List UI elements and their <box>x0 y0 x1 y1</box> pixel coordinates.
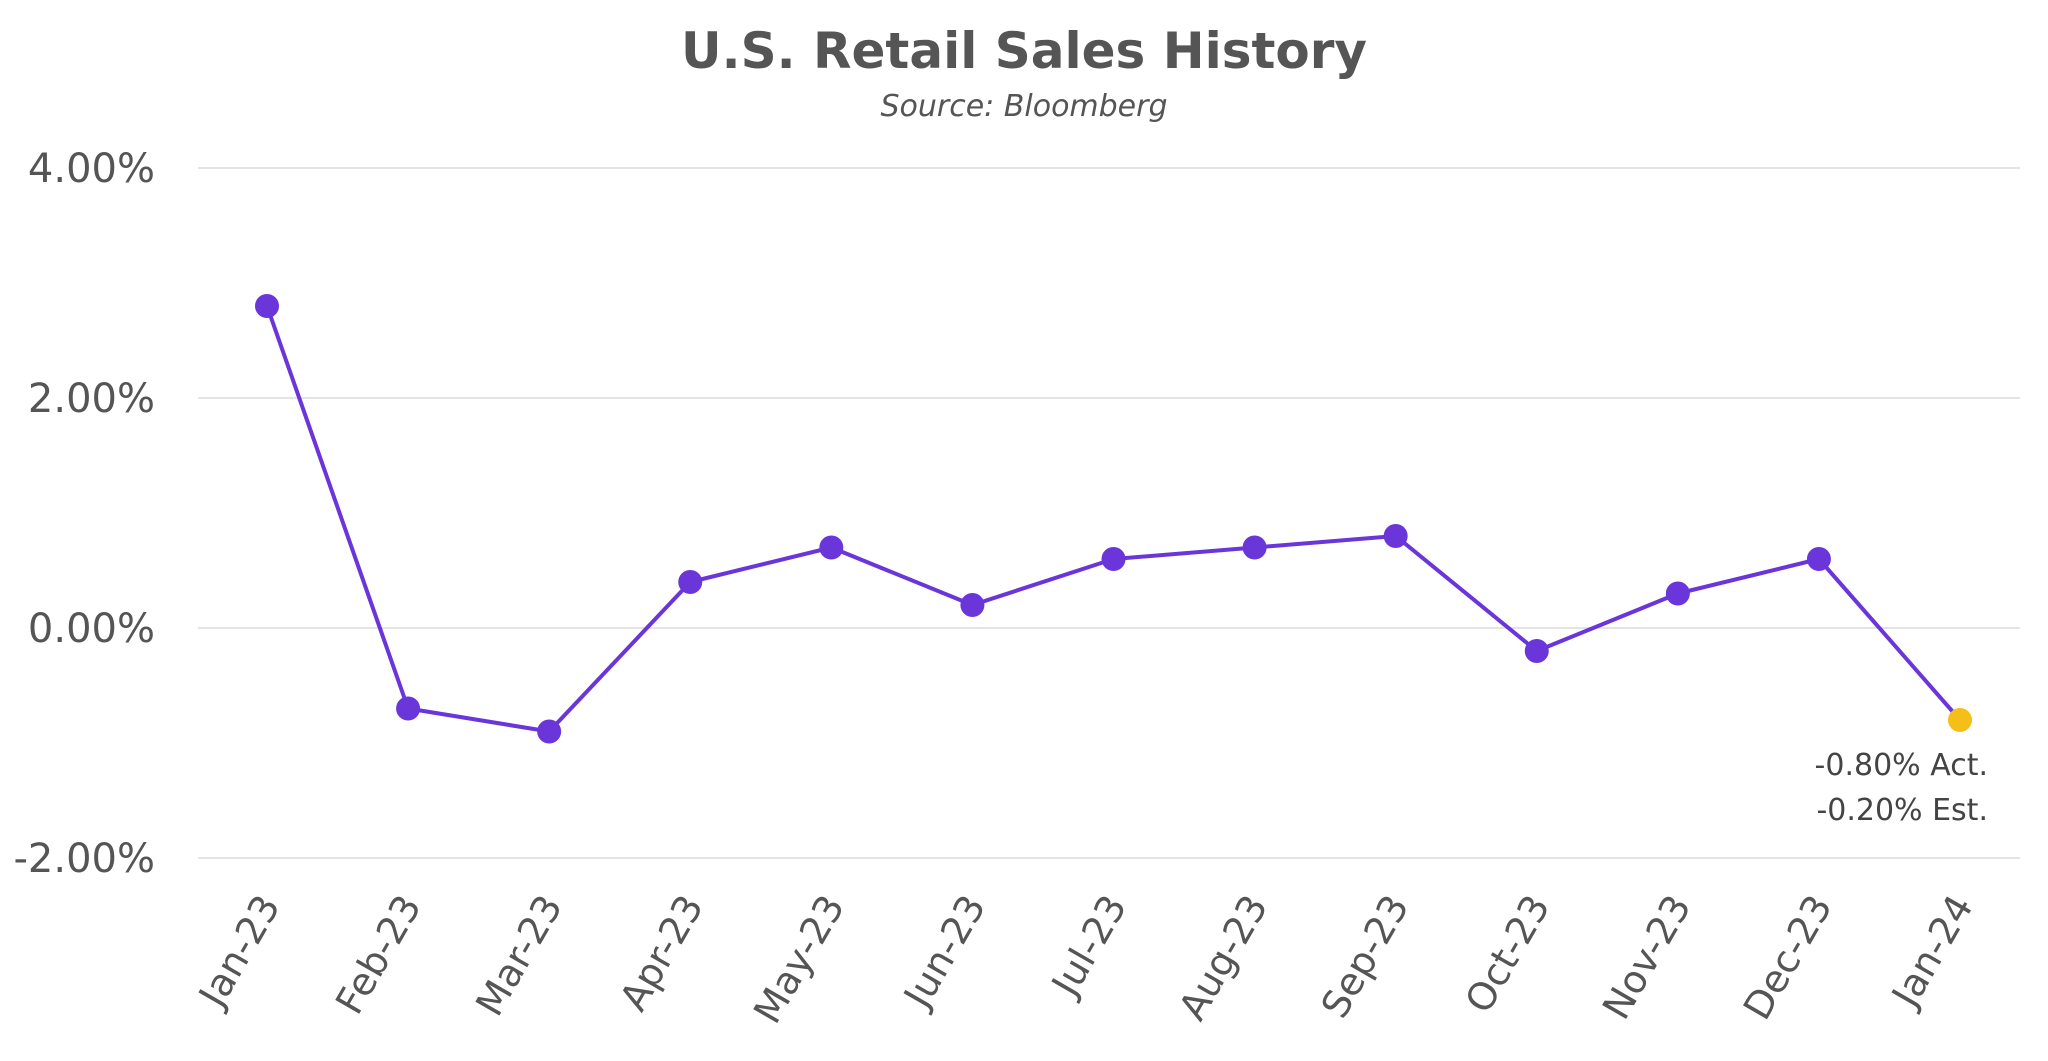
x-axis: Jan-23 Feb-23 Mar-23 Apr-23 May-23 Jun-23 Jul-… <box>189 888 1981 1031</box>
x-tick-label: Oct-23 <box>1457 888 1559 1021</box>
x-tick-label: Nov-23 <box>1594 888 1700 1027</box>
data-point <box>1524 639 1549 663</box>
x-tick-label: Dec-23 <box>1735 888 1841 1027</box>
x-tick-label: Jan-24 <box>1882 888 1981 1016</box>
data-point <box>960 593 985 617</box>
series-line <box>265 305 1962 734</box>
x-tick-label: Apr-23 <box>611 888 712 1019</box>
annotation-actual: -0.80% Act. <box>1815 748 1988 783</box>
data-point <box>537 719 562 744</box>
data-point <box>396 696 421 721</box>
gridlines <box>198 167 2020 859</box>
x-tick-label: Sep-23 <box>1313 888 1418 1026</box>
data-point <box>255 294 279 318</box>
chart-title: U.S. Retail Sales History <box>681 22 1367 80</box>
data-point-highlight <box>1948 708 1972 732</box>
x-tick-label: Mar-23 <box>467 888 571 1024</box>
x-tick-label: Jun-23 <box>894 888 994 1017</box>
data-point <box>819 535 844 560</box>
data-point <box>1383 524 1408 548</box>
annotation: -0.80% Act. -0.20% Est. <box>1815 748 1988 828</box>
y-tick-label: 2.00% <box>28 376 155 422</box>
x-tick-label: May-23 <box>745 888 853 1031</box>
series-retail-sales <box>255 294 1972 744</box>
data-point <box>1242 535 1267 560</box>
y-axis: 4.00% 2.00% 0.00% -2.00% <box>13 146 155 882</box>
chart-subtitle: Source: Bloomberg <box>880 89 1167 124</box>
data-point <box>1101 547 1126 571</box>
data-point <box>678 570 703 594</box>
data-point <box>1806 547 1831 571</box>
y-tick-label: 4.00% <box>28 146 155 192</box>
y-tick-label: -2.00% <box>13 836 155 882</box>
x-tick-label: Aug-23 <box>1170 888 1276 1028</box>
annotation-estimate: -0.20% Est. <box>1816 793 1988 828</box>
y-tick-label: 0.00% <box>28 606 155 652</box>
x-tick-label: Jul-23 <box>1042 888 1135 1005</box>
x-tick-label: Jan-23 <box>189 888 288 1016</box>
data-point <box>1665 581 1690 606</box>
x-tick-label: Feb-23 <box>327 888 430 1022</box>
